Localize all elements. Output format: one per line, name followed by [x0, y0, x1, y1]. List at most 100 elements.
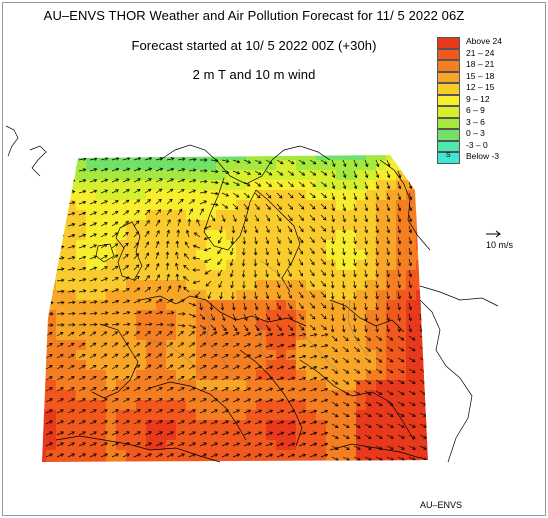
wind-arrow	[67, 409, 75, 414]
wind-arrow	[265, 203, 271, 211]
wind-arrow	[242, 236, 247, 245]
wind-arrow	[144, 252, 149, 260]
wind-arrow	[386, 225, 391, 234]
wind-arrow	[364, 379, 372, 385]
wind-arrow	[342, 214, 346, 223]
wind-arrow	[408, 181, 413, 190]
wind-arrow	[298, 280, 304, 288]
legend-swatch	[437, 140, 460, 152]
wind-arrow	[45, 365, 53, 370]
wind-arrow	[122, 231, 129, 238]
legend-item: 9 – 12	[437, 94, 547, 106]
wind-arrow	[155, 178, 163, 183]
wind-arrow	[133, 275, 140, 282]
wind-arrow	[386, 357, 394, 363]
wind-arrow	[89, 453, 97, 458]
wind-arrow	[397, 203, 402, 212]
wind-arrow	[56, 442, 64, 447]
wind-arrow	[122, 364, 130, 370]
wind-arrow	[364, 401, 372, 407]
wind-arrow	[78, 278, 87, 282]
wind-arrow	[298, 236, 304, 244]
wind-arrow	[177, 453, 185, 458]
wind-arrow	[221, 159, 230, 163]
wind-arrow	[265, 280, 269, 289]
wind-arrow	[221, 387, 229, 392]
wind-arrow	[133, 178, 141, 183]
wind-arrow	[78, 244, 87, 249]
wind-arrow	[386, 313, 390, 322]
wind-arrow	[364, 203, 369, 212]
wind-arrow	[287, 280, 292, 288]
page-title: AU–ENVS THOR Weather and Air Pollution F…	[43, 8, 465, 23]
wind-arrow	[166, 208, 172, 216]
wind-arrow	[188, 409, 196, 414]
wind-arrow	[78, 168, 87, 172]
wind-arrow	[342, 357, 350, 363]
wind-arrow	[78, 398, 86, 403]
wind-arrow	[155, 310, 164, 315]
wind-arrow	[187, 218, 192, 227]
wind-arrow	[45, 289, 54, 294]
wind-arrow	[276, 159, 284, 165]
wind-arrow	[408, 170, 413, 179]
wind-arrow	[397, 346, 405, 352]
wind-arrow	[210, 180, 219, 185]
wind-arrow	[287, 302, 293, 310]
wind-arrow	[229, 258, 234, 267]
wind-arrow	[122, 299, 131, 304]
wind-arrow	[231, 302, 236, 311]
wind-arrow	[397, 412, 405, 417]
wind-arrow	[232, 192, 240, 198]
wind-arrow	[408, 401, 416, 406]
wind-arrow	[56, 289, 65, 294]
wind-arrow	[78, 178, 87, 183]
wind-arrow	[100, 311, 109, 315]
wind-arrow	[287, 203, 294, 210]
wind-arrow	[67, 342, 75, 348]
wind-arrow	[67, 442, 75, 447]
wind-arrow	[331, 170, 336, 179]
wind-arrow	[177, 323, 186, 328]
wind-arrow	[364, 291, 368, 300]
wind-arrow	[177, 398, 185, 403]
wind-arrow	[320, 398, 329, 403]
wind-arrow	[330, 269, 335, 278]
wind-arrow	[353, 258, 357, 267]
wind-arrow	[276, 214, 282, 222]
wind-arrow	[144, 453, 152, 458]
wind-arrow	[45, 157, 54, 162]
wind-arrow	[155, 286, 162, 293]
wind-arrow	[375, 313, 379, 322]
wind-arrow	[199, 442, 207, 447]
wind-arrow	[56, 223, 65, 227]
wind-arrow	[331, 236, 335, 245]
wind-arrow	[309, 343, 318, 348]
wind-arrow	[199, 313, 206, 320]
wind-arrow	[133, 442, 141, 447]
wind-arrow	[353, 423, 361, 428]
wind-arrow	[309, 398, 318, 403]
wind-arrow	[67, 222, 76, 227]
wind-arrow	[111, 167, 120, 172]
wind-arrow	[408, 379, 416, 384]
wind-arrow	[218, 280, 223, 288]
wind-arrow	[78, 409, 86, 414]
wind-arrow	[397, 313, 401, 322]
wind-arrow	[122, 288, 130, 293]
legend-label: 12 – 15	[466, 82, 495, 92]
wind-arrow	[309, 192, 316, 199]
wind-arrow	[199, 168, 208, 173]
wind-arrow	[287, 236, 292, 244]
wind-arrow	[386, 302, 390, 311]
wind-arrow	[276, 313, 282, 321]
wind-arrow	[375, 236, 379, 245]
wind-arrow	[276, 225, 281, 233]
wind-arrow	[309, 159, 317, 165]
wind-arrow	[221, 203, 229, 209]
wind-arrow	[111, 210, 119, 216]
wind-arrow	[100, 398, 108, 403]
wind-arrow	[375, 412, 383, 417]
wind-arrow	[375, 434, 383, 439]
wind-arrow	[331, 412, 339, 418]
